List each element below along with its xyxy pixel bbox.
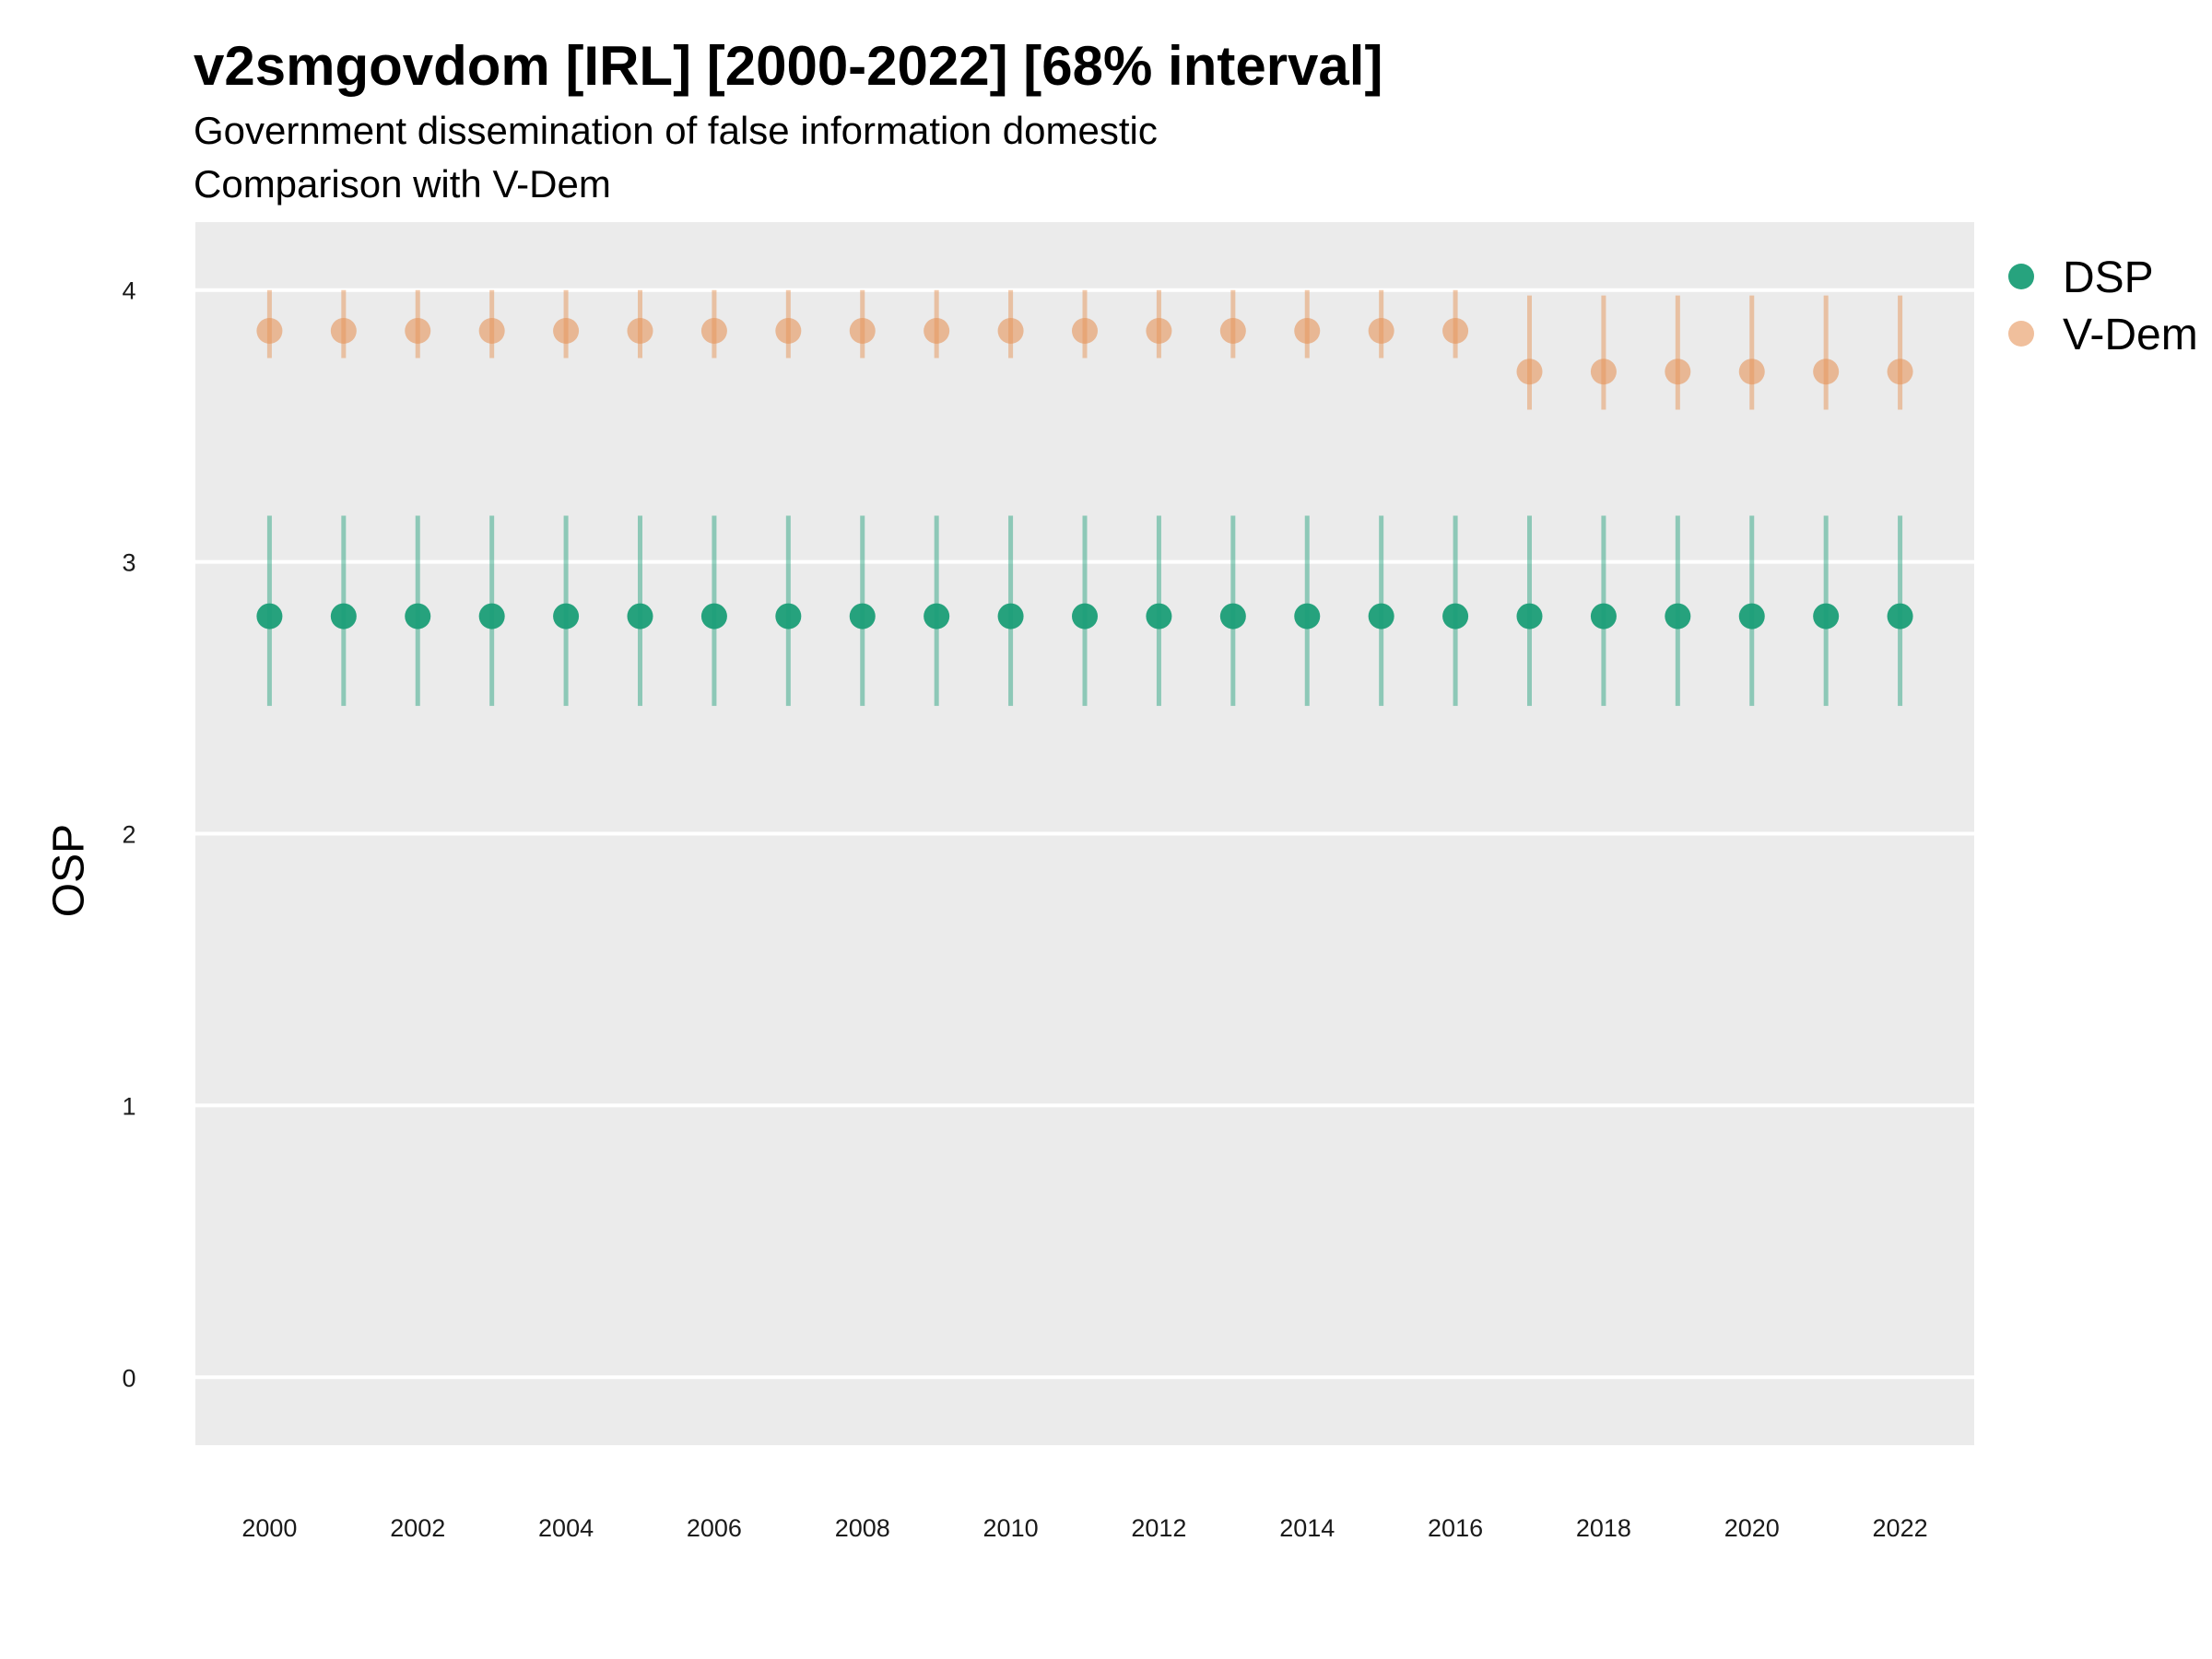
x-tick-label-2004: 2004 <box>538 1514 594 1542</box>
point-dsp-2003 <box>478 603 505 629</box>
series-vdem <box>256 289 1913 410</box>
point-vdem-2004 <box>553 317 580 344</box>
x-tick-label-2010: 2010 <box>983 1514 1039 1542</box>
x-tick-label-2022: 2022 <box>1873 1514 1928 1542</box>
point-dsp-2005 <box>627 603 653 629</box>
chart-subtitle-line-2: Comparison with V-Dem <box>194 162 611 206</box>
x-tick-label-2020: 2020 <box>1724 1514 1780 1542</box>
point-vdem-2010 <box>997 317 1024 344</box>
y-axis-label: OSP <box>45 824 94 917</box>
point-vdem-2002 <box>405 317 431 344</box>
point-vdem-2009 <box>924 317 950 344</box>
gridlines <box>195 288 1974 1380</box>
point-dsp-2014 <box>1294 603 1321 629</box>
point-dsp-2006 <box>700 603 727 629</box>
x-tick-label-2000: 2000 <box>241 1514 297 1542</box>
x-tick-label-2012: 2012 <box>1131 1514 1186 1542</box>
point-dsp-2022 <box>1887 603 1913 629</box>
y-tick-label-1: 1 <box>122 1092 135 1120</box>
series-dsp <box>256 515 1913 706</box>
point-vdem-2014 <box>1294 317 1321 344</box>
point-vdem-2012 <box>1146 317 1172 344</box>
point-vdem-2007 <box>775 317 802 344</box>
point-dsp-2016 <box>1442 603 1469 629</box>
x-tick-label-2016: 2016 <box>1428 1514 1483 1542</box>
point-dsp-2017 <box>1516 603 1543 629</box>
point-vdem-2018 <box>1590 359 1617 385</box>
x-tick-label-2008: 2008 <box>835 1514 890 1542</box>
point-dsp-2013 <box>1219 603 1246 629</box>
point-dsp-2015 <box>1368 603 1394 629</box>
point-dsp-2010 <box>997 603 1024 629</box>
point-dsp-2008 <box>849 603 876 629</box>
legend-marker-dsp <box>2008 264 2034 289</box>
legend-label-vdem: V-Dem <box>2063 311 2198 359</box>
point-dsp-2018 <box>1590 603 1617 629</box>
point-vdem-2021 <box>1813 359 1840 385</box>
point-dsp-2009 <box>924 603 950 629</box>
point-dsp-2000 <box>256 603 283 629</box>
point-vdem-2001 <box>330 317 357 344</box>
x-tick-label-2002: 2002 <box>390 1514 445 1542</box>
point-dsp-2002 <box>405 603 431 629</box>
point-dsp-2020 <box>1738 603 1765 629</box>
point-vdem-2019 <box>1665 359 1691 385</box>
point-vdem-2017 <box>1516 359 1543 385</box>
y-tick-label-0: 0 <box>122 1364 135 1392</box>
legend-label-dsp: DSP <box>2063 253 2154 302</box>
point-vdem-2005 <box>627 317 653 344</box>
legend-marker-vdem <box>2008 321 2034 347</box>
y-tick-label-3: 3 <box>122 549 135 577</box>
y-tick-label-2: 2 <box>122 821 135 849</box>
point-vdem-2000 <box>256 317 283 344</box>
x-tick-label-2006: 2006 <box>687 1514 742 1542</box>
chart-subtitle-line-1: Government dissemination of false inform… <box>194 109 1158 152</box>
legend: DSP V-Dem <box>2008 253 2198 359</box>
point-vdem-2011 <box>1072 317 1098 344</box>
point-dsp-2007 <box>775 603 802 629</box>
x-axis-ticks: 2000 2002 2004 2006 2008 2010 2012 2014 2016 2018… <box>241 1514 1927 1542</box>
chart-title: v2smgovdom [IRL] [2000-2022] [68% interv… <box>194 35 1382 97</box>
point-vdem-2013 <box>1219 317 1246 344</box>
point-vdem-2015 <box>1368 317 1394 344</box>
point-vdem-2022 <box>1887 359 1913 385</box>
point-dsp-2021 <box>1813 603 1840 629</box>
x-tick-label-2018: 2018 <box>1576 1514 1631 1542</box>
point-vdem-2016 <box>1442 317 1469 344</box>
point-vdem-2008 <box>849 317 876 344</box>
x-tick-label-2014: 2014 <box>1279 1514 1335 1542</box>
point-vdem-2003 <box>478 317 505 344</box>
point-dsp-2011 <box>1072 603 1098 629</box>
point-vdem-2006 <box>700 317 727 344</box>
point-vdem-2020 <box>1738 359 1765 385</box>
point-dsp-2012 <box>1146 603 1172 629</box>
y-axis-ticks: 0 1 2 3 4 <box>122 277 135 1393</box>
series-marks <box>256 289 1913 706</box>
point-dsp-2019 <box>1665 603 1691 629</box>
point-dsp-2004 <box>553 603 580 629</box>
y-tick-label-4: 4 <box>122 277 135 305</box>
point-dsp-2001 <box>330 603 357 629</box>
